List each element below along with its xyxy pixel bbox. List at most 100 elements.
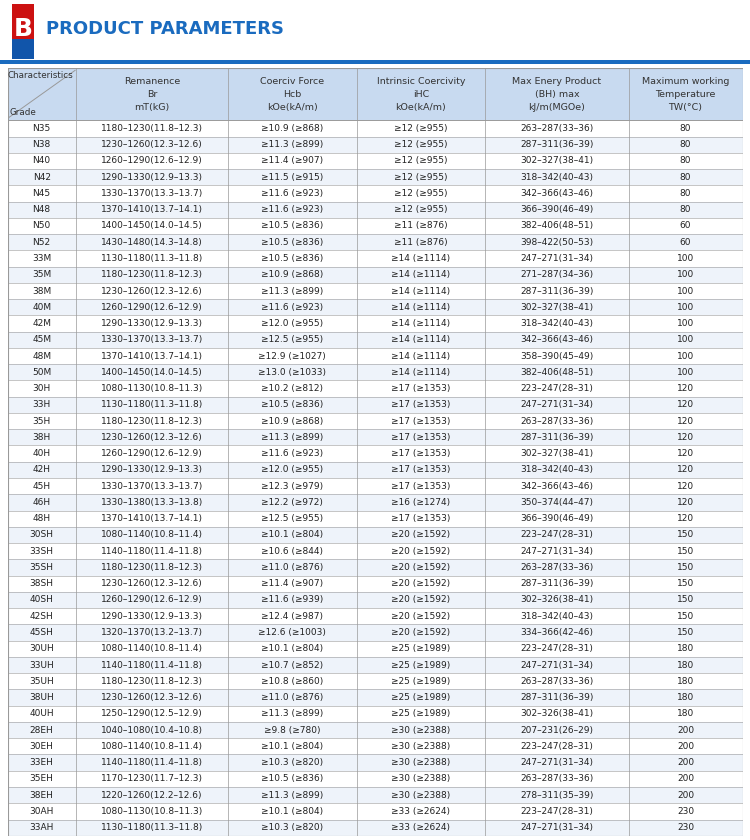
Bar [8,738,742,754]
Text: ≥30 (≥2388): ≥30 (≥2388) [392,759,451,767]
Text: ≥17 (≥1353): ≥17 (≥1353) [392,433,451,442]
Text: 38M: 38M [32,286,51,296]
Text: 100: 100 [677,286,694,296]
Text: Max Enery Product: Max Enery Product [512,76,602,86]
Text: 382–406(48–51): 382–406(48–51) [520,368,593,377]
Bar [8,429,742,445]
Text: 342–366(43–46): 342–366(43–46) [520,189,593,198]
Text: ≥10.5 (≥836): ≥10.5 (≥836) [261,238,323,247]
Text: 120: 120 [677,465,694,475]
Text: 1220–1260(12.2–12.6): 1220–1260(12.2–12.6) [101,790,202,800]
Text: ≥10.2 (≥812): ≥10.2 (≥812) [261,384,323,393]
Text: 1080–1140(10.8–11.4): 1080–1140(10.8–11.4) [101,742,203,751]
Text: 318–342(40–43): 318–342(40–43) [520,465,593,475]
Text: N52: N52 [32,238,51,247]
Text: 1180–1230(11.8–12.3): 1180–1230(11.8–12.3) [101,677,203,685]
Text: 50M: 50M [32,368,51,377]
Text: iHC: iHC [413,90,429,98]
Bar [8,559,742,575]
Text: ≥12.5 (≥955): ≥12.5 (≥955) [261,335,323,344]
Text: 200: 200 [677,790,694,800]
Text: 48H: 48H [32,514,51,523]
Text: 35EH: 35EH [30,774,53,784]
Text: ≥30 (≥2388): ≥30 (≥2388) [392,726,451,735]
Text: B: B [13,17,32,41]
Text: 120: 120 [677,401,694,409]
Text: 1330–1370(13.3–13.7): 1330–1370(13.3–13.7) [100,335,203,344]
Text: ≥17 (≥1353): ≥17 (≥1353) [392,417,451,426]
Text: 180: 180 [677,660,694,669]
Text: 1290–1330(12.9–13.3): 1290–1330(12.9–13.3) [101,465,203,475]
Text: 1040–1080(10.4–10.8): 1040–1080(10.4–10.8) [101,726,203,735]
Text: 230: 230 [677,807,694,816]
Text: 150: 150 [677,547,694,556]
Bar [8,592,742,608]
Text: ≥10.5 (≥836): ≥10.5 (≥836) [261,774,323,784]
Text: 1080–1130(10.8–11.3): 1080–1130(10.8–11.3) [100,384,203,393]
Text: ≥30 (≥2388): ≥30 (≥2388) [392,774,451,784]
Text: N48: N48 [32,205,51,214]
Bar [8,494,742,511]
Text: ≥14 (≥1114): ≥14 (≥1114) [392,319,451,328]
Text: 287–311(36–39): 287–311(36–39) [520,693,593,702]
Text: ≥14 (≥1114): ≥14 (≥1114) [392,335,451,344]
Text: 120: 120 [677,481,694,491]
Text: 200: 200 [677,742,694,751]
Text: ≥11.6 (≥923): ≥11.6 (≥923) [261,449,323,458]
Text: 80: 80 [680,189,692,198]
Text: ≥25 (≥1989): ≥25 (≥1989) [392,644,451,654]
Text: 150: 150 [677,580,694,588]
Bar [8,527,742,543]
Text: 1260–1290(12.6–12.9): 1260–1290(12.6–12.9) [101,156,202,165]
Text: 35M: 35M [32,270,51,279]
Text: ≥12.3 (≥979): ≥12.3 (≥979) [261,481,323,491]
Text: N50: N50 [32,222,51,230]
Text: ≥10.5 (≥836): ≥10.5 (≥836) [261,254,323,263]
Text: 1320–1370(13.2–13.7): 1320–1370(13.2–13.7) [101,628,203,637]
Text: 80: 80 [680,205,692,214]
Text: ≥25 (≥1989): ≥25 (≥1989) [392,677,451,685]
Text: ≥12 (≥955): ≥12 (≥955) [394,173,448,181]
Text: 318–342(40–43): 318–342(40–43) [520,173,593,181]
Text: 180: 180 [677,693,694,702]
Text: 45M: 45M [32,335,51,344]
Text: Br: Br [147,90,157,98]
Text: kJ/m(MGOe): kJ/m(MGOe) [529,102,585,112]
Bar [8,120,742,137]
Text: ≥11.6 (≥923): ≥11.6 (≥923) [261,302,323,312]
Text: 247–271(31–34): 247–271(31–34) [520,759,593,767]
Text: 342–366(43–46): 342–366(43–46) [520,335,593,344]
Text: ≥11.6 (≥923): ≥11.6 (≥923) [261,205,323,214]
Text: 80: 80 [680,173,692,181]
Text: 100: 100 [677,368,694,377]
Bar [8,690,742,706]
Text: 223–247(28–31): 223–247(28–31) [520,742,593,751]
Text: kOe(kA/m): kOe(kA/m) [267,102,318,112]
Text: 40M: 40M [32,302,51,312]
Text: ≥12.0 (≥955): ≥12.0 (≥955) [261,319,323,328]
Text: 120: 120 [677,498,694,507]
Text: ≥11.3 (≥899): ≥11.3 (≥899) [261,709,323,718]
Text: ≥14 (≥1114): ≥14 (≥1114) [392,270,451,279]
Bar [8,169,742,186]
Text: 1140–1180(11.4–11.8): 1140–1180(11.4–11.8) [101,547,203,556]
Text: ≥11.3 (≥899): ≥11.3 (≥899) [261,286,323,296]
Text: Coerciv Force: Coerciv Force [260,76,324,86]
Bar [8,445,742,462]
Text: 1130–1180(11.3–11.8): 1130–1180(11.3–11.8) [100,823,203,832]
Bar [8,283,742,299]
Text: ≥17 (≥1353): ≥17 (≥1353) [392,465,451,475]
Text: 30SH: 30SH [30,530,54,539]
Text: 33EH: 33EH [30,759,53,767]
Text: ≥9.8 (≥780): ≥9.8 (≥780) [264,726,320,735]
Text: 120: 120 [677,449,694,458]
Text: 1260–1290(12.6–12.9): 1260–1290(12.6–12.9) [101,449,202,458]
Text: 100: 100 [677,319,694,328]
Text: 30H: 30H [32,384,51,393]
Text: 120: 120 [677,417,694,426]
Text: 1370–1410(13.7–14.1): 1370–1410(13.7–14.1) [101,514,203,523]
Text: 1080–1140(10.8–11.4): 1080–1140(10.8–11.4) [101,644,203,654]
Text: 100: 100 [677,335,694,344]
Text: ≥14 (≥1114): ≥14 (≥1114) [392,368,451,377]
Text: 247–271(31–34): 247–271(31–34) [520,254,593,263]
